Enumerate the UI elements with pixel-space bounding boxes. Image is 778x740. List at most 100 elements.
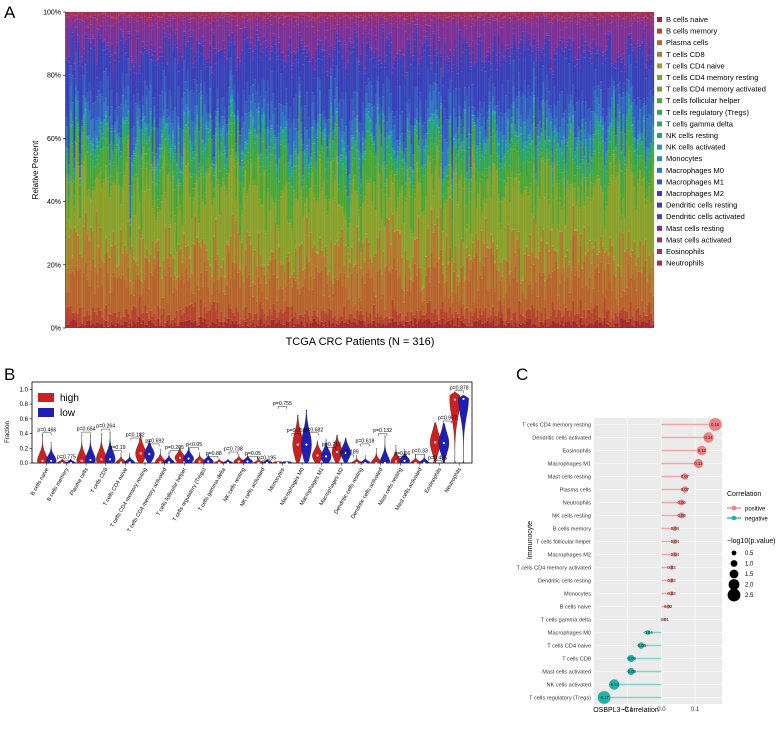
bar-segment: [227, 106, 230, 120]
bar-segment: [417, 183, 420, 216]
bar-segment: [451, 203, 454, 220]
bar-segment: [454, 244, 457, 247]
bar-segment: [432, 265, 435, 314]
bar-segment: [162, 116, 165, 119]
bar-segment: [155, 13, 158, 15]
bar-segment: [166, 118, 169, 123]
bar-segment: [451, 153, 454, 166]
bar-segment: [168, 89, 171, 117]
bar-segment: [281, 264, 284, 289]
bar-segment: [162, 21, 165, 29]
bar-segment: [119, 205, 122, 228]
bar-segment: [132, 66, 135, 73]
bar-segment: [408, 138, 411, 153]
bar-segment: [201, 41, 204, 46]
bar-segment: [287, 222, 290, 253]
bar-segment: [220, 130, 223, 135]
bar-segment: [84, 32, 87, 35]
bar-segment: [118, 147, 121, 150]
bar-segment: [140, 15, 143, 18]
bar-segment: [196, 52, 199, 85]
bar-segment: [352, 15, 355, 19]
bar-segment: [434, 224, 437, 268]
bar-segment: [374, 35, 377, 40]
bar-segment: [417, 145, 420, 148]
bar-segment: [155, 23, 158, 61]
bar-segment: [404, 187, 407, 199]
bar-segment: [88, 82, 91, 111]
bar-segment: [330, 12, 333, 17]
bar-segment: [80, 56, 83, 62]
bar-segment: [397, 15, 400, 18]
bar-segment: [99, 14, 102, 26]
bar-segment: [138, 149, 141, 152]
bar-segment: [356, 130, 359, 132]
bar-segment: [220, 187, 223, 189]
bar-segment: [123, 122, 126, 124]
bar-segment: [136, 315, 139, 322]
bar-segment: [227, 131, 230, 134]
bar-segment: [426, 122, 429, 132]
bar-segment: [207, 128, 210, 132]
bar-segment: [164, 228, 167, 276]
bar-segment: [302, 218, 305, 268]
bar-segment: [216, 279, 219, 303]
bar-segment: [218, 150, 221, 156]
bar-segment: [168, 172, 171, 174]
bar-segment: [203, 59, 206, 65]
bar-segment: [477, 12, 480, 17]
bar-segment: [266, 18, 269, 43]
bar-segment: [276, 317, 279, 323]
bar-segment: [358, 64, 361, 72]
bar-segment: [172, 319, 175, 327]
bar-segment: [443, 23, 446, 39]
bar-segment: [423, 211, 426, 216]
bar-segment: [192, 322, 195, 328]
bar-segment: [239, 135, 242, 145]
bar-segment: [482, 240, 485, 244]
bar-segment: [380, 165, 383, 169]
bar-segment: [233, 113, 236, 116]
bar-segment: [183, 127, 186, 130]
bar-segment: [77, 327, 80, 328]
bar-segment: [86, 196, 89, 234]
bar-segment: [438, 282, 441, 320]
bar-segment: [391, 165, 394, 171]
bar-segment: [95, 176, 98, 179]
bar-segment: [293, 141, 296, 145]
bar-segment: [237, 63, 240, 93]
bar-segment: [218, 292, 221, 322]
bar-segment: [319, 22, 322, 41]
bar-segment: [131, 178, 134, 197]
bar-segment: [413, 118, 416, 126]
bar-segment: [222, 97, 225, 117]
bar-segment: [110, 314, 113, 322]
bar-segment: [302, 64, 305, 145]
bar-segment: [477, 44, 480, 112]
bar-segment: [473, 15, 476, 26]
bar-segment: [155, 184, 158, 201]
bar-segment: [298, 95, 301, 97]
bar-segment: [66, 173, 69, 178]
bar-segment: [220, 136, 223, 143]
bar-segment: [369, 135, 372, 151]
bar-segment: [151, 238, 154, 241]
bar-segment: [129, 69, 132, 72]
bar-segment: [389, 148, 392, 158]
bar-segment: [369, 15, 372, 18]
bar-segment: [333, 78, 336, 100]
bar-segment: [134, 18, 137, 31]
bar-segment: [266, 265, 269, 300]
bar-segment: [149, 38, 152, 45]
bar-segment: [389, 243, 392, 245]
bar-segment: [190, 271, 193, 274]
bar-segment: [79, 65, 82, 76]
bar-segment: [196, 146, 199, 177]
bar-segment: [90, 16, 93, 25]
bar-segment: [317, 137, 320, 142]
bar-segment: [441, 318, 444, 328]
bar-segment: [222, 40, 225, 45]
bar-segment: [354, 144, 357, 146]
bar-segment: [464, 319, 467, 325]
bar-segment: [415, 86, 418, 109]
